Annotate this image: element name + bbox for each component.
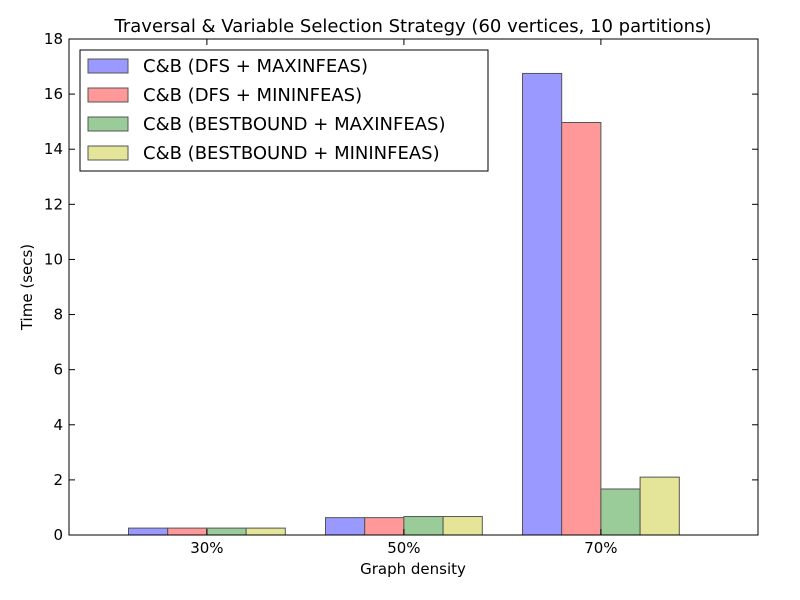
- bar-2-1: [167, 527, 208, 536]
- legend-label-1: C&B (DFS + MAXINFEAS): [143, 56, 368, 77]
- axes-layer: 0 2 4 6 8 10 12 14 16 18 30% 50% 70%: [44, 30, 758, 557]
- bar-2-3: [561, 121, 602, 536]
- xtick-label-2: 50%: [387, 539, 420, 557]
- ytick-label-4: 6: [53, 361, 63, 379]
- bar-4-2: [442, 516, 483, 536]
- bar-1-3: [522, 72, 563, 536]
- xtick-label-3: 70%: [584, 539, 617, 557]
- bar-3-3: [600, 488, 641, 536]
- y-axis-label: Time (secs): [18, 244, 36, 331]
- legend-label-4: C&B (BESTBOUND + MININFEAS): [143, 143, 440, 164]
- ytick-label-9: 16: [44, 85, 63, 103]
- legend-label-3: C&B (BESTBOUND + MAXINFEAS): [143, 114, 446, 135]
- legend: C&B (DFS + MAXINFEAS) C&B (DFS + MININFEA…: [79, 49, 489, 172]
- plot-frame: [68, 38, 759, 536]
- legend-label-2: C&B (DFS + MININFEAS): [143, 85, 362, 106]
- legend-box: [79, 49, 489, 172]
- bar-3-1: [206, 527, 247, 536]
- chart-title: Traversal & Variable Selection Strategy …: [114, 16, 712, 37]
- bar-4-1: [245, 527, 286, 536]
- bar-3-2: [403, 516, 444, 536]
- ytick-label-1: 0: [53, 526, 63, 544]
- ytick-label-10: 18: [44, 30, 63, 48]
- ytick-label-3: 4: [53, 416, 63, 434]
- ytick-label-6: 10: [44, 250, 63, 268]
- legend-swatch-3: [87, 116, 129, 132]
- legend-swatch-4: [87, 145, 129, 161]
- ytick-label-8: 14: [44, 140, 63, 158]
- ytick-label-7: 12: [44, 195, 63, 213]
- bars-layer: [128, 72, 680, 536]
- x-axis-label: Graph density: [360, 560, 466, 578]
- ytick-label-2: 2: [53, 471, 63, 489]
- ytick-label-5: 8: [53, 306, 63, 324]
- bar-4-3: [639, 476, 680, 536]
- legend-swatch-2: [87, 87, 129, 103]
- bar-1-2: [325, 517, 366, 536]
- bar-1-1: [128, 527, 169, 536]
- legend-swatch-1: [87, 58, 129, 74]
- xtick-label-1: 30%: [190, 539, 223, 557]
- bar-2-2: [364, 517, 405, 536]
